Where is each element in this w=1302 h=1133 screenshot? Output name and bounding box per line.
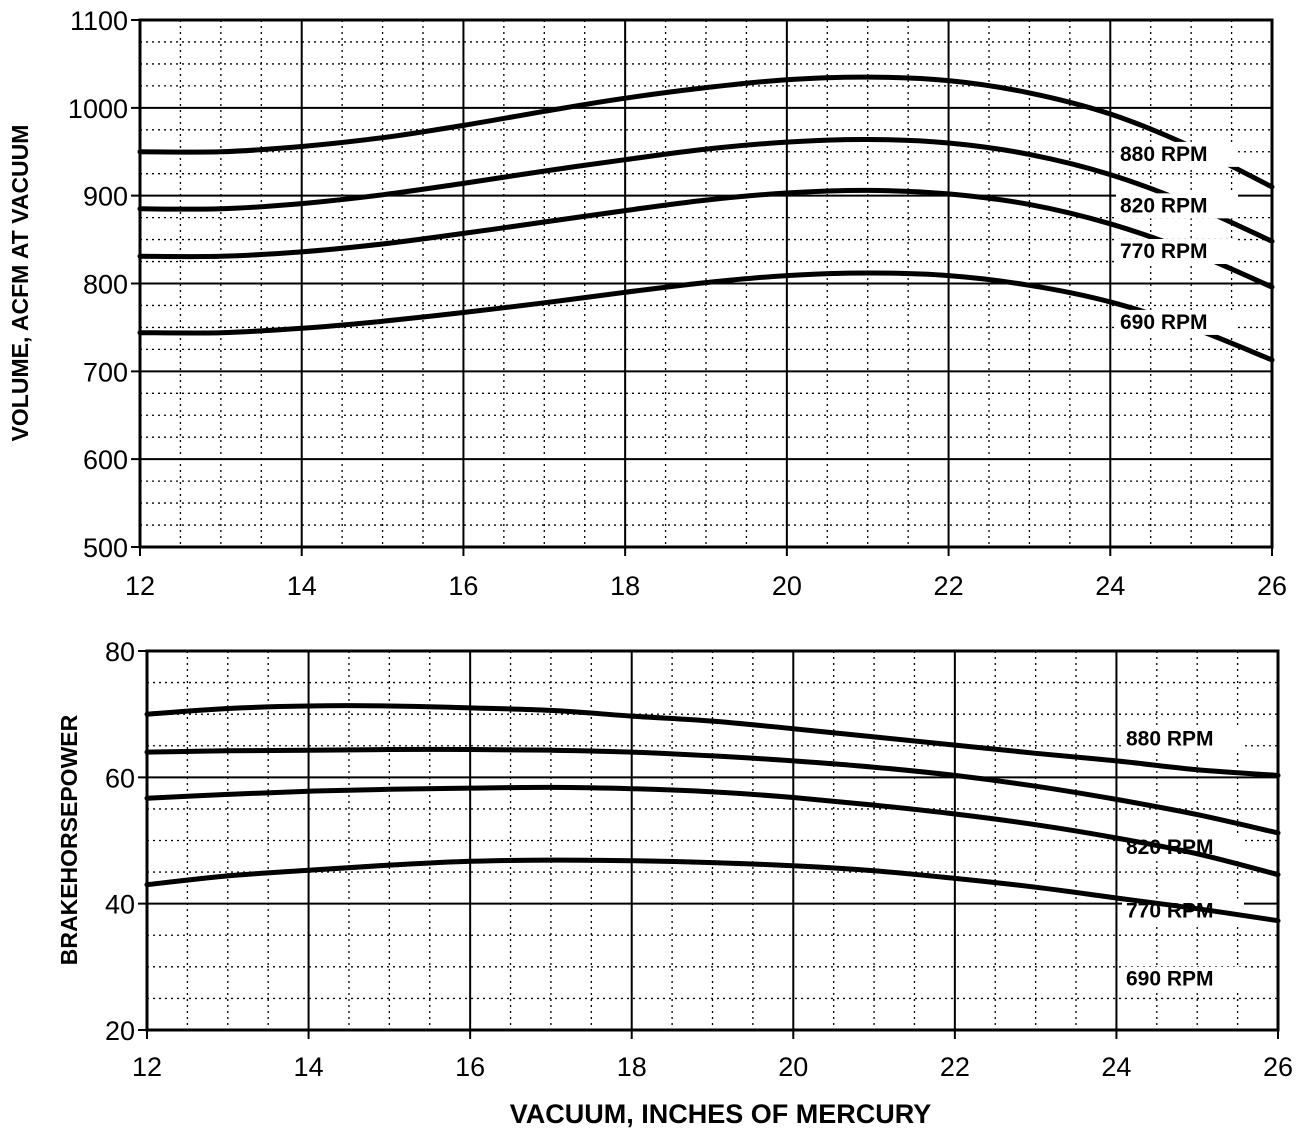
y-tick-label: 80 (105, 637, 135, 667)
x-tick-label: 20 (778, 1052, 808, 1082)
series-line-820-rpm (137, 136, 1275, 244)
y-tick-label: 700 (83, 357, 128, 387)
x-axis-title: VACUUM, INCHES OF MERCURY (510, 1099, 932, 1129)
y-axis-title: BRAKEHORSEPOWER (56, 714, 82, 965)
plot-frame (145, 649, 1280, 1032)
y-tick-label: 1000 (68, 94, 128, 124)
x-tick-label: 12 (125, 571, 155, 601)
y-tick-label: 20 (105, 1016, 135, 1046)
series-line-690-rpm (137, 270, 1275, 363)
series-label-690-rpm: 690 RPM (1126, 968, 1214, 991)
series-label-770-rpm: 770 RPM (1120, 240, 1208, 263)
series-line-820-rpm (144, 746, 1281, 836)
series-label-bg (1116, 239, 1238, 265)
y-tick-label: 500 (83, 533, 128, 563)
series-label-880-rpm: 880 RPM (1126, 727, 1214, 750)
series-label-bg (1122, 726, 1244, 752)
x-tick-label: 18 (610, 571, 640, 601)
series-line-770-rpm (137, 187, 1275, 290)
x-tick-label: 14 (294, 1052, 324, 1082)
series-label-bg (1116, 141, 1238, 167)
series-label-770-rpm: 770 RPM (1126, 900, 1214, 923)
x-tick-label: 14 (287, 571, 317, 601)
series-line-690-rpm (144, 857, 1281, 924)
y-tick-label: 900 (83, 182, 128, 212)
x-tick-label: 26 (1257, 571, 1287, 601)
y-axis-title: VOLUME, ACFM AT VACUUM (7, 125, 33, 442)
x-tick-label: 18 (617, 1052, 647, 1082)
x-tick-label: 24 (1101, 1052, 1131, 1082)
plot-frame (138, 18, 1274, 549)
x-tick-label: 24 (1095, 571, 1125, 601)
series-label-880-rpm: 880 RPM (1120, 143, 1208, 166)
series-label-690-rpm: 690 RPM (1120, 311, 1208, 334)
series-label-bg (1116, 309, 1238, 335)
chart-panel-1: 12 14 16 18 20 22 24 26 500 600 700 800 900 1000 1100 V… (7, 6, 1287, 601)
series-label-bg (1116, 193, 1238, 219)
y-tick-label: 800 (83, 270, 128, 300)
series-label-bg (1122, 966, 1244, 992)
x-tick-label: 26 (1263, 1052, 1293, 1082)
y-tick-label: 1100 (70, 6, 128, 36)
x-tick-label: 22 (934, 571, 964, 601)
chart-panel-2: 12 14 16 18 20 22 24 26 20 40 60 80 BRAKEHORSEPOWER V… (56, 637, 1293, 1129)
series-line-770-rpm (144, 784, 1281, 878)
x-tick-label: 16 (455, 1052, 485, 1082)
x-tick-label: 22 (940, 1052, 970, 1082)
x-tick-label: 12 (132, 1052, 162, 1082)
y-tick-label: 60 (105, 763, 135, 793)
y-tick-label: 40 (105, 890, 135, 920)
series-label-820-rpm: 820 RPM (1120, 194, 1208, 217)
series-label-bg (1122, 834, 1244, 860)
y-tick-label: 600 (83, 445, 128, 475)
series-line-880-rpm (137, 74, 1275, 190)
x-tick-label: 16 (448, 571, 478, 601)
series-line-880-rpm (144, 703, 1281, 778)
x-tick-label: 20 (772, 571, 802, 601)
